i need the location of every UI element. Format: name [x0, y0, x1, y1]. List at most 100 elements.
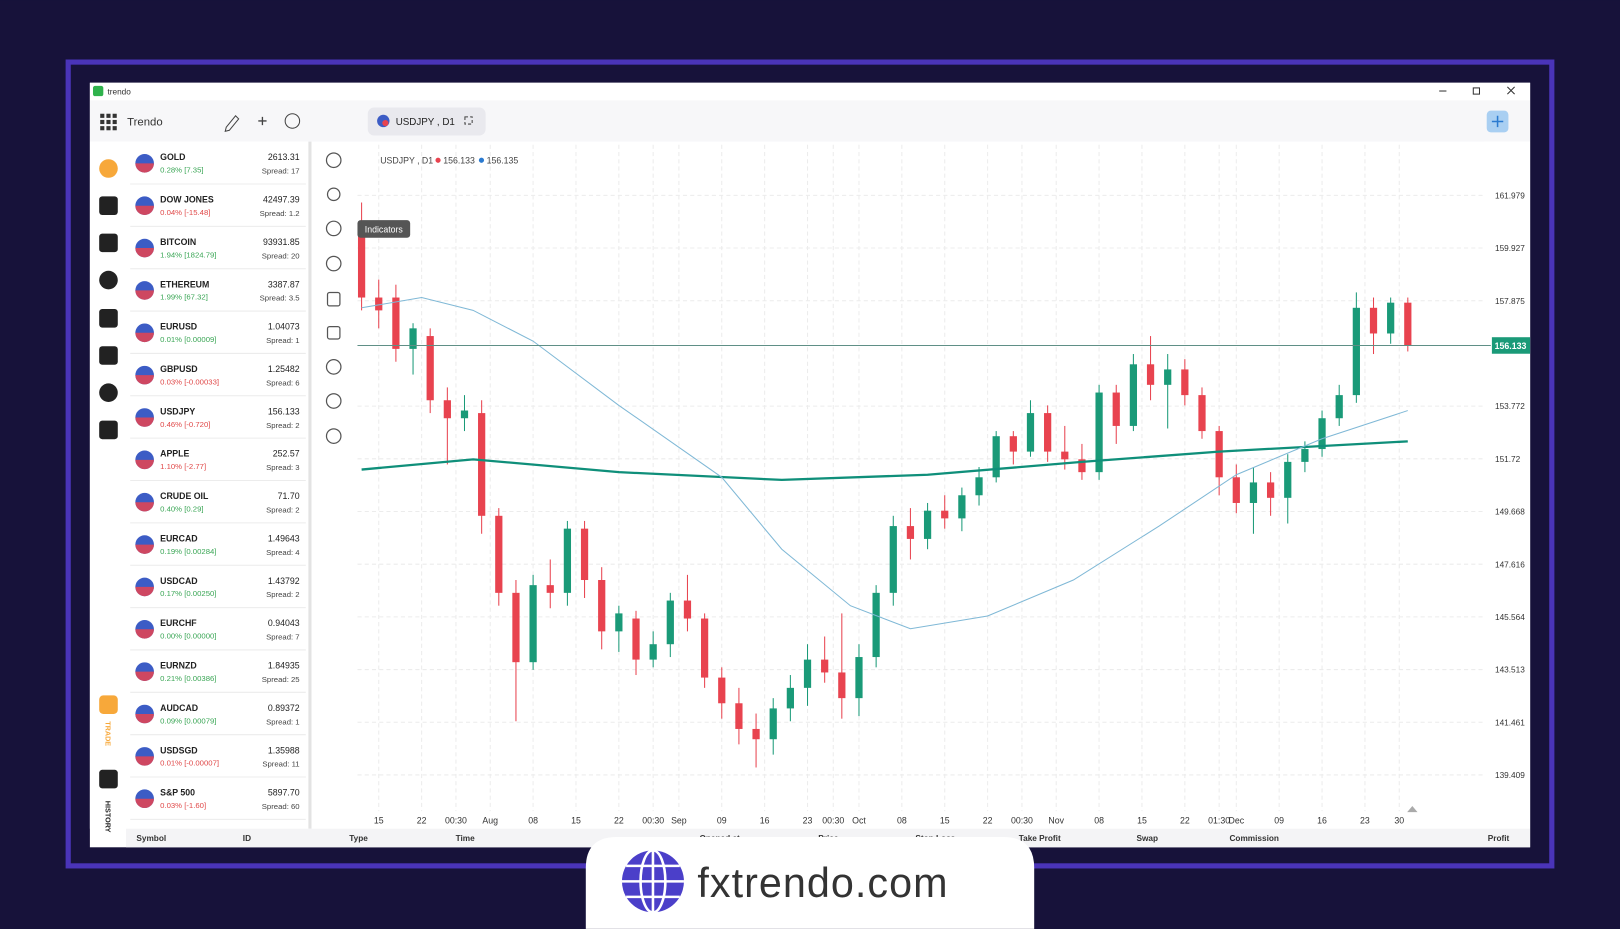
- watchlist-row[interactable]: USDCAD 0.17% [0.00250] 1.43792 Spread: 2: [130, 576, 306, 609]
- price-axis: [1483, 141, 1531, 829]
- tool-clock[interactable]: [325, 152, 342, 169]
- toolbar: [89, 100, 1531, 142]
- candle-body: [1181, 369, 1189, 396]
- watchlist-row[interactable]: GBPUSD 0.03% [-0.00033] 1.25482 Spread: 6: [130, 364, 306, 397]
- nav-history-panel[interactable]: [99, 769, 118, 789]
- nav-gifts[interactable]: [99, 420, 118, 440]
- watchlist-row[interactable]: ETHEREUM 1.99% [67.32] 3387.87 Spread: 3.5: [130, 279, 306, 312]
- candle: [443, 387, 451, 465]
- watchlist-row[interactable]: APPLE 1.10% [-2.77] 252.57 Spread: 3: [130, 449, 306, 482]
- watchlist-row[interactable]: USDSGD 0.01% [-0.00007] 1.35988 Spread: 11: [130, 745, 306, 778]
- restore-button[interactable]: [1472, 87, 1481, 95]
- tool-settings[interactable]: [325, 428, 342, 444]
- candle-body: [958, 495, 966, 519]
- x-tick-label: 22: [1180, 816, 1190, 826]
- tool-layers[interactable]: [326, 325, 341, 340]
- x-tick-label: 00:30: [445, 816, 467, 826]
- symbol-icon-accent: [135, 586, 154, 597]
- price: 0.94043: [268, 618, 300, 628]
- watchlist-row[interactable]: EURUSD 0.01% [0.00009] 1.04073 Spread: 1: [130, 322, 306, 354]
- candle-body: [563, 528, 572, 593]
- candle: [803, 644, 812, 706]
- symbol-icon-accent: [135, 205, 154, 215]
- symbol: AUDCAD: [160, 703, 198, 713]
- tool-indicators[interactable]: [325, 220, 342, 237]
- candle-body: [478, 413, 486, 516]
- scroll-marker: [1407, 805, 1418, 813]
- chart-legend: USDJPY , D1: [380, 155, 433, 165]
- spread: Spread: 20: [262, 251, 300, 260]
- candle: [941, 495, 949, 529]
- nav-signals[interactable]: [99, 270, 118, 290]
- price: 71.70: [278, 491, 300, 501]
- nav-withdraw[interactable]: [99, 233, 118, 253]
- watchlist-row[interactable]: DOW JONES 0.04% [-15.48] 42497.39 Spread: 1…: [130, 195, 306, 227]
- nav-history[interactable]: [99, 383, 118, 402]
- candle-body: [821, 659, 829, 673]
- candle-body: [855, 657, 863, 699]
- watchlist-row[interactable]: EURCAD 0.19% [0.00284] 1.49643 Spread: 4: [130, 533, 306, 566]
- change: 0.17% [0.00250]: [160, 589, 216, 598]
- watchlist-row[interactable]: USDJPY 0.46% [-0.720] 156.133 Spread: 2: [130, 406, 306, 439]
- candle-body: [872, 592, 880, 658]
- tool-zoom-in[interactable]: [325, 359, 342, 375]
- symbol: EURCHF: [160, 618, 197, 628]
- add-button[interactable]: [258, 116, 267, 126]
- tool-zoom-out[interactable]: [325, 393, 342, 409]
- footer-site: fxtrendo.com: [697, 860, 948, 906]
- close-button[interactable]: [1507, 86, 1515, 95]
- tool-template[interactable]: [326, 291, 341, 307]
- spread: Spread: 3.5: [260, 294, 300, 303]
- candle-body: [1387, 302, 1395, 334]
- nav-deposit[interactable]: [99, 196, 118, 215]
- candle: [786, 675, 794, 722]
- x-tick-label: 00:30: [1011, 816, 1033, 826]
- brand: Trendo: [127, 117, 163, 129]
- history-label[interactable]: HISTORY: [103, 801, 112, 833]
- tab-label[interactable]: USDJPY , D1: [396, 117, 455, 128]
- watchlist-row[interactable]: S&P 500 0.03% [-1.60] 5897.70 Spread: 60: [130, 788, 306, 820]
- x-tick-label: 09: [717, 816, 727, 826]
- candle: [1266, 472, 1275, 516]
- watchlist-row[interactable]: GOLD 0.28% [7.35] 2613.31 Spread: 17: [130, 152, 306, 185]
- tool-line[interactable]: [326, 187, 341, 202]
- chat-button[interactable]: [284, 113, 301, 129]
- candle: [598, 567, 606, 650]
- candle: [1181, 359, 1189, 406]
- symbol: USDSGD: [160, 745, 198, 755]
- candle: [529, 574, 537, 670]
- spread: Spread: 17: [262, 167, 300, 176]
- spread: Spread: 1: [266, 717, 300, 726]
- y-tick-label: 153.772: [1495, 402, 1525, 411]
- candle: [975, 467, 983, 506]
- nav-analysis[interactable]: [99, 309, 118, 328]
- tool-target[interactable]: [325, 255, 342, 272]
- apps-menu[interactable]: [100, 113, 117, 131]
- candle-body: [495, 515, 503, 593]
- nav-calendar[interactable]: [99, 346, 118, 365]
- fullscreen-button[interactable]: [464, 116, 473, 125]
- watchlist-row[interactable]: EURNZD 0.21% [0.00386] 1.84935 Spread: 25: [130, 661, 306, 693]
- x-tick-label: 15: [374, 816, 384, 826]
- watchlist-row[interactable]: EURCHF 0.00% [0.00000] 0.94043 Spread: 7: [130, 618, 306, 651]
- column-header: Swap: [1136, 834, 1158, 843]
- watchlist-row[interactable]: CRUDE OIL 0.40% [0.29] 71.70 Spread: 2: [130, 491, 306, 524]
- symbol: ETHEREUM: [160, 279, 209, 289]
- chart-tab[interactable]: [367, 107, 486, 136]
- symbol-icon-accent: [135, 756, 154, 766]
- nav-trade[interactable]: [99, 695, 118, 715]
- candle: [1404, 297, 1412, 352]
- candle-body: [357, 233, 366, 298]
- change: 0.00% [0.00000]: [160, 632, 216, 641]
- y-tick-label: 157.875: [1495, 297, 1525, 306]
- candle-body: [906, 526, 915, 539]
- candle-body: [1078, 459, 1086, 473]
- x-tick-label: 30: [1394, 816, 1404, 826]
- symbol: EURNZD: [160, 661, 197, 671]
- draw-tool[interactable]: [224, 115, 240, 133]
- watchlist-row[interactable]: AUDCAD 0.09% [0.00079] 0.89372 Spread: 1: [130, 703, 306, 736]
- candle-body: [666, 600, 674, 645]
- nav-watchlist[interactable]: [99, 159, 118, 178]
- trade-label[interactable]: TRADE: [103, 721, 112, 746]
- watchlist-row[interactable]: BITCOIN 1.94% [1824.79] 93931.85 Spread: 20: [130, 237, 306, 270]
